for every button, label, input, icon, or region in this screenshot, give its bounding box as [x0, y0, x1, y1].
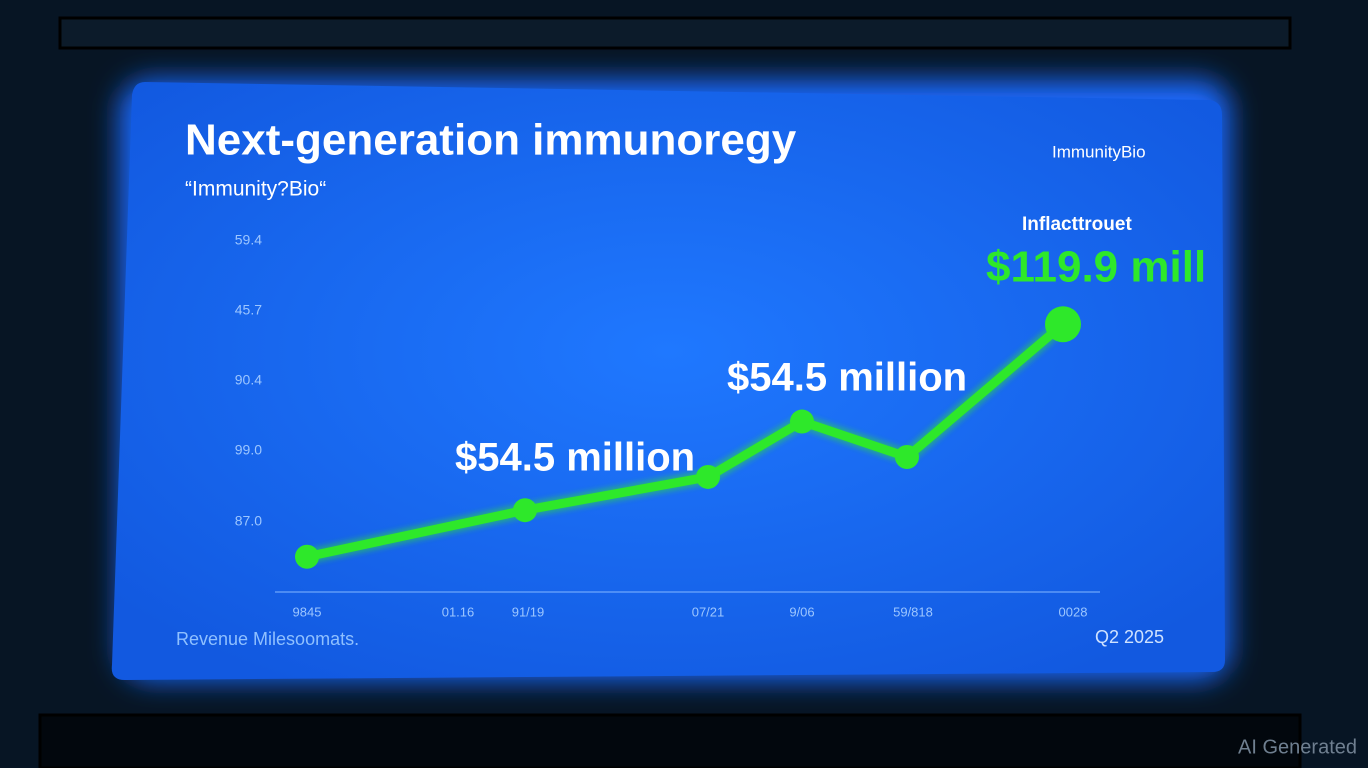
point [790, 409, 814, 434]
x-axis-label: 07/21 [692, 604, 725, 619]
screen-housing [58, 16, 1292, 50]
y-axis-label: 59.4 [235, 232, 262, 248]
point [295, 544, 319, 569]
x-axis-label: 0028 [1059, 604, 1088, 619]
x-axis-label: 91/19 [512, 604, 545, 619]
watermark: AI Generated [1238, 736, 1357, 758]
screen [111, 82, 1226, 680]
point [513, 498, 537, 523]
point [895, 445, 919, 469]
y-axis-label: 99.0 [235, 442, 262, 458]
stage [38, 713, 1302, 768]
x-axis-label: 9/06 [789, 604, 814, 619]
annotation: $119.9 mill [986, 243, 1206, 292]
annotation: Inflacttrouet [1022, 214, 1132, 235]
y-axis-label: 87.0 [235, 513, 262, 529]
annotation: $54.5 million [727, 356, 967, 400]
brand: ImmunityBio [1052, 142, 1146, 161]
x-axis-label: 59/818 [893, 604, 933, 619]
chart-title: Next-generation immunoregy [185, 116, 797, 165]
line [306, 320, 1066, 562]
x-axis-label: 9845 [293, 604, 322, 619]
point [696, 464, 720, 489]
annotation: $54.5 million [455, 436, 695, 480]
point [1045, 306, 1081, 343]
subtitle: “Immunity?Bio“ [185, 178, 326, 201]
y-axis-label: 45.7 [235, 302, 262, 318]
footer-left: Revenue Milesoomats. [176, 629, 359, 649]
footer-right: Q2 2025 [1095, 627, 1164, 647]
y-axis-label: 90.4 [235, 372, 262, 388]
x-axis-label: 01.16 [442, 604, 475, 619]
